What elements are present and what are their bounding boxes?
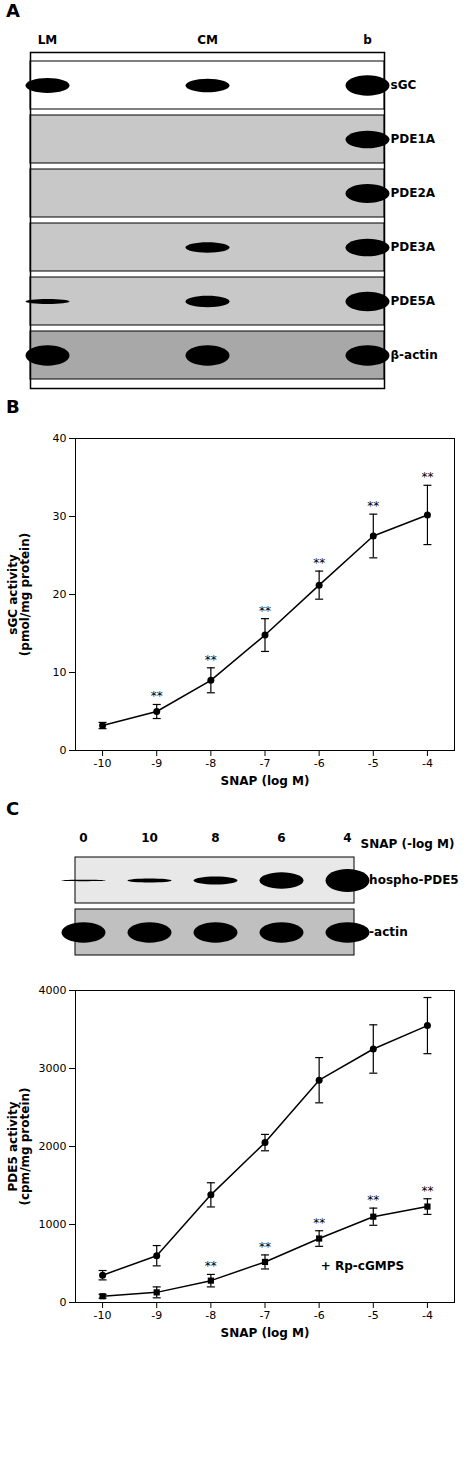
svg-text:PDE2A: PDE2A — [391, 186, 436, 200]
svg-text:-5: -5 — [368, 1309, 379, 1322]
svg-text:PDE1A: PDE1A — [391, 132, 436, 146]
svg-text:sGC activity(pmol/mg protein): sGC activity(pmol/mg protein) — [6, 533, 32, 656]
svg-text:LM: LM — [38, 33, 58, 47]
svg-text:10: 10 — [53, 666, 67, 679]
svg-text:**: ** — [259, 604, 271, 618]
svg-text:3000: 3000 — [39, 1062, 67, 1075]
svg-text:2000: 2000 — [39, 1140, 67, 1153]
svg-text:**: ** — [151, 689, 163, 703]
html-text:C: C — [6, 798, 20, 819]
svg-text:20: 20 — [53, 588, 67, 601]
svg-text:8: 8 — [211, 831, 219, 845]
svg-text:4: 4 — [343, 831, 351, 845]
svg-text:30: 30 — [53, 510, 67, 523]
svg-text:β-actin: β-actin — [361, 925, 408, 939]
svg-text:b: b — [363, 33, 372, 47]
svg-text:PDE5A: PDE5A — [391, 294, 436, 308]
svg-text:**: ** — [205, 1259, 217, 1273]
svg-text:1000: 1000 — [39, 1218, 67, 1231]
svg-text:-7: -7 — [260, 757, 271, 770]
svg-text:0: 0 — [79, 831, 87, 845]
svg-text:-10: -10 — [94, 757, 112, 770]
svg-text:-9: -9 — [151, 1309, 162, 1322]
svg-text:0: 0 — [60, 1296, 67, 1309]
svg-text:**: ** — [421, 1184, 433, 1198]
svg-text:PDE5 activity(cpm/mg protein): PDE5 activity(cpm/mg protein) — [6, 1087, 32, 1205]
svg-text:6: 6 — [277, 831, 285, 845]
svg-text:sGC: sGC — [391, 78, 417, 92]
svg-text:10: 10 — [141, 831, 158, 845]
svg-text:-5: -5 — [368, 757, 379, 770]
svg-text:0: 0 — [60, 744, 67, 757]
svg-text:**: ** — [313, 1216, 325, 1230]
svg-text:phospho-PDE5: phospho-PDE5 — [361, 873, 459, 887]
html-text:A: A — [6, 0, 20, 21]
svg-text:SNAP (-log M): SNAP (-log M) — [361, 837, 455, 851]
svg-text:-4: -4 — [422, 1309, 433, 1322]
svg-text:-8: -8 — [205, 1309, 216, 1322]
svg-text:SNAP (log M): SNAP (log M) — [221, 774, 310, 788]
svg-text:**: ** — [205, 653, 217, 667]
svg-text:**: ** — [313, 556, 325, 570]
svg-text:-4: -4 — [422, 757, 433, 770]
svg-text:-10: -10 — [94, 1309, 112, 1322]
svg-text:-8: -8 — [205, 757, 216, 770]
svg-text:40: 40 — [53, 432, 67, 445]
svg-text:4000: 4000 — [39, 984, 67, 997]
svg-text:-7: -7 — [260, 1309, 271, 1322]
svg-text:**: ** — [367, 1193, 379, 1207]
svg-text:-6: -6 — [314, 1309, 325, 1322]
html-text:B: B — [6, 396, 20, 417]
svg-text:**: ** — [421, 470, 433, 484]
svg-text:β-actin: β-actin — [391, 348, 438, 362]
svg-text:-6: -6 — [314, 757, 325, 770]
svg-text:SNAP (log M): SNAP (log M) — [221, 1326, 310, 1340]
svg-text:PDE3A: PDE3A — [391, 240, 436, 254]
svg-text:**: ** — [259, 1240, 271, 1254]
svg-text:**: ** — [367, 499, 379, 513]
svg-text:CM: CM — [197, 33, 218, 47]
svg-text:-9: -9 — [151, 757, 162, 770]
svg-text:+ Rp-cGMPS: + Rp-cGMPS — [321, 1259, 404, 1273]
